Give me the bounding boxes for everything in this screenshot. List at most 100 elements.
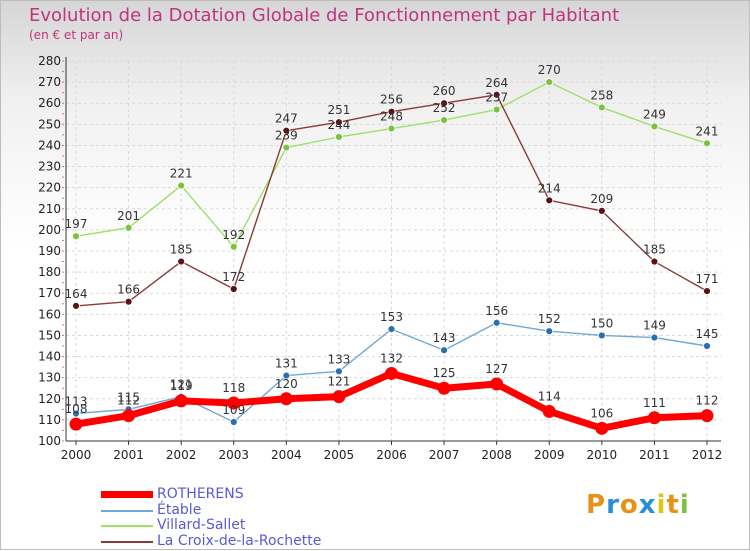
data-point xyxy=(545,327,554,336)
y-axis-minor-tick xyxy=(62,208,64,210)
data-label: 112 xyxy=(117,394,140,408)
x-tick-label: 2005 xyxy=(324,448,355,462)
y-axis-minor-tick xyxy=(62,377,64,379)
data-label: 192 xyxy=(222,228,245,242)
data-label: 257 xyxy=(485,91,508,105)
y-axis-minor-tick xyxy=(62,113,64,115)
legend-label: Étable xyxy=(157,501,202,518)
data-point xyxy=(387,325,396,334)
x-tick-label: 2007 xyxy=(429,448,460,462)
data-point xyxy=(650,257,659,266)
data-label: 132 xyxy=(380,351,403,365)
y-axis-minor-tick xyxy=(62,218,64,220)
data-label: 166 xyxy=(117,283,140,297)
y-axis-minor-tick xyxy=(62,324,64,326)
data-label: 249 xyxy=(643,107,666,121)
data-point xyxy=(597,103,606,112)
y-tick-label: 210 xyxy=(38,202,61,216)
x-tick-label: 2003 xyxy=(218,448,249,462)
logo-letter: i xyxy=(656,490,667,520)
data-label: 260 xyxy=(433,84,456,98)
data-label: 121 xyxy=(170,378,193,392)
data-label: 270 xyxy=(538,63,561,77)
legend-swatch xyxy=(101,540,153,543)
data-label: 241 xyxy=(696,124,719,138)
data-label: 106 xyxy=(590,406,613,420)
y-axis-minor-tick xyxy=(62,387,64,389)
data-point xyxy=(647,411,661,425)
data-label: 185 xyxy=(170,243,193,257)
y-tick-label: 100 xyxy=(38,434,61,448)
data-label: 221 xyxy=(170,167,193,181)
x-tick-label: 2000 xyxy=(61,448,92,462)
data-point xyxy=(122,409,136,423)
data-label: 131 xyxy=(275,357,298,371)
y-tick-label: 190 xyxy=(38,244,61,258)
data-point xyxy=(229,418,238,426)
y-axis-minor-tick xyxy=(62,176,64,178)
legend-label: La Croix-de-la-Rochette xyxy=(157,532,322,549)
data-point xyxy=(387,107,396,116)
chart-subtitle: (en € et par an) xyxy=(29,28,124,42)
x-tick-label: 2012 xyxy=(692,448,723,462)
data-label: 201 xyxy=(117,209,140,223)
data-label: 113 xyxy=(65,395,88,409)
proxiti-logo: Proxiti xyxy=(586,490,690,520)
x-tick-label: 2004 xyxy=(271,448,302,462)
data-label: 185 xyxy=(643,243,666,257)
data-label: 264 xyxy=(485,76,508,90)
data-point xyxy=(72,301,80,310)
data-point xyxy=(490,377,504,391)
data-label: 239 xyxy=(275,129,298,143)
y-tick-label: 110 xyxy=(38,413,61,427)
logo-letter: i xyxy=(679,490,690,520)
data-label: 109 xyxy=(222,403,245,417)
data-label: 247 xyxy=(275,112,298,126)
data-point xyxy=(124,297,133,306)
y-axis-minor-tick xyxy=(62,60,64,62)
y-axis-minor-tick xyxy=(62,239,64,241)
data-point xyxy=(387,124,396,133)
data-point xyxy=(492,90,501,99)
data-label: 209 xyxy=(590,192,613,206)
legend-swatch xyxy=(101,525,153,527)
data-point xyxy=(335,367,343,376)
data-label: 150 xyxy=(590,316,613,330)
y-axis-minor-tick xyxy=(62,419,64,421)
data-label: 258 xyxy=(590,88,613,102)
data-point xyxy=(703,139,711,148)
data-point xyxy=(69,417,83,431)
data-label: 152 xyxy=(538,312,561,326)
data-label: 172 xyxy=(222,270,245,284)
y-axis-minor-tick xyxy=(62,440,64,442)
data-label: 125 xyxy=(433,366,456,380)
y-tick-label: 130 xyxy=(38,371,61,385)
data-point xyxy=(440,116,448,125)
data-point xyxy=(703,342,711,350)
data-label: 119 xyxy=(170,379,193,393)
y-axis-minor-tick xyxy=(62,366,64,368)
y-axis-minor-tick xyxy=(62,250,64,252)
data-point xyxy=(229,285,238,293)
data-label: 256 xyxy=(380,93,403,107)
data-label: 133 xyxy=(327,352,350,366)
data-point xyxy=(700,409,714,423)
data-label: 164 xyxy=(65,287,88,301)
x-tick-label: 2001 xyxy=(113,448,144,462)
y-tick-label: 150 xyxy=(38,328,61,342)
y-axis-minor-tick xyxy=(62,345,64,347)
y-axis-minor-tick xyxy=(62,134,64,136)
y-axis-minor-tick xyxy=(62,92,64,94)
data-point xyxy=(440,346,448,355)
y-tick-label: 170 xyxy=(38,286,61,300)
y-tick-label: 230 xyxy=(38,160,61,174)
data-label: 115 xyxy=(117,390,140,404)
data-label: 197 xyxy=(65,217,88,231)
logo-letter: x xyxy=(638,490,657,520)
y-axis-minor-tick xyxy=(62,408,64,410)
y-axis-minor-tick xyxy=(62,356,64,358)
y-tick-label: 140 xyxy=(38,350,61,364)
y-axis-minor-tick xyxy=(62,155,64,157)
